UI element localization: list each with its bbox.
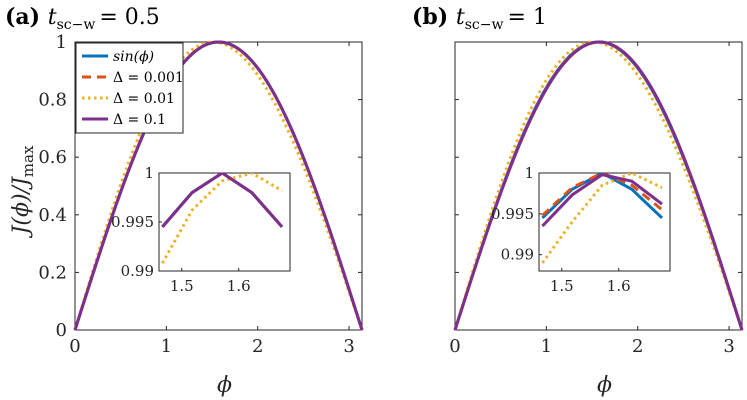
chart-panel-a: (a) tsc−w = 0.5 0 1 2 3 0 0.2 0.4 0.6 0.8 1 ϕ J(ϕ)/Jm… — [5, 4, 364, 398]
x-tick-label: 1 — [541, 336, 552, 357]
panel-label: (a) — [5, 4, 48, 30]
title-value: = 0.5 — [99, 5, 159, 30]
y-axis-label-main: J(ϕ)/J — [9, 176, 34, 238]
inset-series-line — [541, 173, 663, 264]
x-tick-label: 1 — [161, 336, 172, 357]
x-tick-label: 0 — [69, 336, 80, 357]
title-variable: t — [48, 5, 57, 30]
panel-label: (b) — [412, 4, 456, 30]
title-subscript: sc−w — [465, 17, 504, 33]
title-subscript: sc−w — [57, 17, 96, 33]
inset-x-tick-label: 1.6 — [227, 277, 251, 295]
panel-title: (b) tsc−w = 1 — [412, 4, 547, 33]
inset-x-tick-label: 1.6 — [607, 277, 631, 295]
y-tick-label: 0.2 — [38, 262, 67, 283]
inset-y-tick-label: 0.99 — [501, 246, 534, 264]
inset-x-tick-label: 1.5 — [550, 277, 574, 295]
x-tick-label: 0 — [449, 336, 460, 357]
x-axis-label: ϕ — [597, 373, 612, 398]
series-line — [453, 40, 744, 331]
y-tick-label: 0.6 — [38, 147, 67, 168]
title-value: = 1 — [507, 5, 546, 30]
y-axis-label-sub: max — [19, 145, 37, 177]
inset-plot-area — [541, 173, 664, 264]
y-axis-label: J(ϕ)/Jmax — [9, 145, 37, 238]
legend-entry: Δ = 0.001 — [113, 70, 184, 86]
x-axis-label: ϕ — [217, 373, 232, 398]
legend-entry: Δ = 0.01 — [113, 91, 175, 107]
inset-y-tick-label: 0.995 — [111, 213, 154, 231]
chart-panel-b: (b) tsc−w = 1 0 1 2 3 ϕ 1.5 1.6 0.99 0.995 1 — [412, 4, 744, 398]
x-tick-label: 3 — [723, 336, 734, 357]
inset-series-line — [161, 173, 284, 228]
legend-entry: Δ = 0.1 — [113, 112, 166, 128]
inset-plot-area — [161, 173, 284, 264]
panel-title: (a) tsc−w = 0.5 — [5, 4, 160, 33]
x-tick-label: 2 — [252, 336, 263, 357]
x-tick-label: 2 — [632, 336, 643, 357]
inset-x-tick-label: 1.5 — [170, 277, 194, 295]
title-variable: t — [456, 5, 465, 30]
x-tick-label: 3 — [343, 336, 354, 357]
y-tick-label: 1 — [56, 32, 67, 53]
y-tick-label: 0.8 — [38, 90, 67, 111]
inset-y-tick-label: 1 — [524, 164, 534, 182]
y-tick-label: 0 — [56, 320, 67, 341]
inset-series-line — [161, 173, 283, 264]
inset-y-tick-label: 0.995 — [491, 205, 534, 223]
inset: 1.5 1.6 0.99 0.995 1 — [111, 164, 291, 295]
inset-box — [538, 172, 671, 272]
inset-y-tick-label: 1 — [144, 164, 154, 182]
legend-entry: sin(ϕ) — [113, 49, 154, 65]
inset: 1.5 1.6 0.99 0.995 1 — [491, 164, 671, 295]
inset-box — [158, 172, 291, 272]
inset-y-tick-label: 0.99 — [121, 262, 154, 280]
series-line — [73, 40, 364, 331]
y-tick-label: 0.4 — [38, 205, 67, 226]
inset-series-line — [541, 173, 664, 220]
inset-series-line — [541, 173, 663, 228]
